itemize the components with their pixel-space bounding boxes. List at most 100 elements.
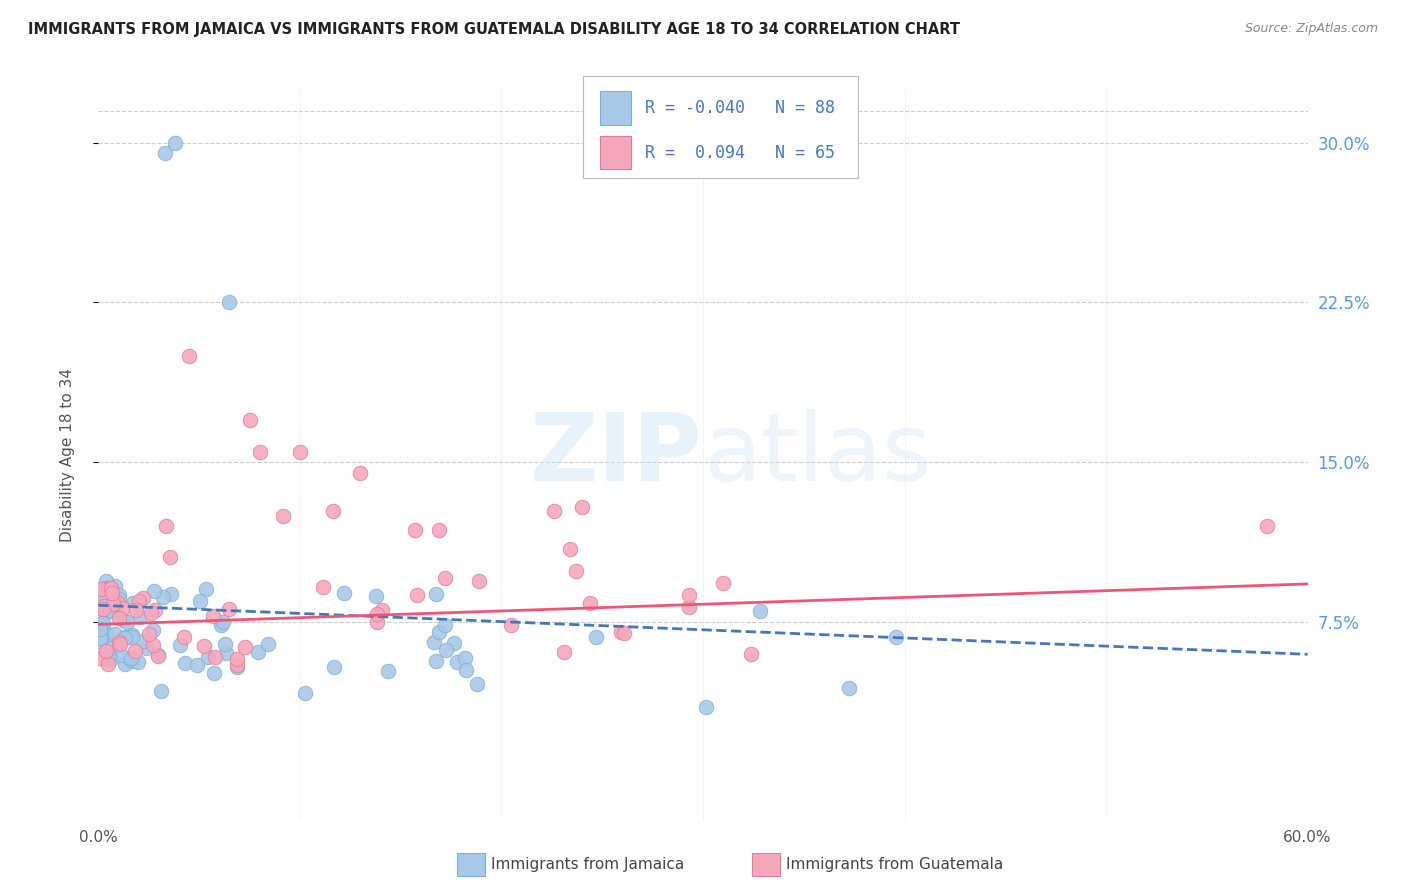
Point: [103, 597, 125, 611]
Point: [91, 593, 114, 607]
Point: [434, 571, 457, 585]
Point: [125, 602, 148, 616]
Text: IMMIGRANTS FROM JAMAICA VS IMMIGRANTS FROM GUATEMALA DISABILITY AGE 18 TO 34 COR: IMMIGRANTS FROM JAMAICA VS IMMIGRANTS FR…: [28, 22, 960, 37]
Point: [132, 634, 155, 648]
Point: [135, 641, 157, 656]
Point: [427, 523, 450, 537]
Point: [112, 613, 135, 627]
Point: [226, 652, 249, 666]
Point: [179, 349, 201, 363]
Point: [186, 657, 208, 672]
Point: [121, 654, 143, 668]
Point: [571, 500, 593, 514]
Point: [364, 590, 387, 604]
Text: R = -0.040   N = 88: R = -0.040 N = 88: [645, 99, 835, 117]
Point: [288, 444, 311, 458]
Point: [93, 599, 115, 613]
Point: [370, 603, 392, 617]
Point: [89, 632, 111, 646]
Point: [433, 618, 456, 632]
Point: [366, 615, 388, 629]
Point: [90, 604, 112, 618]
Point: [127, 655, 149, 669]
Point: [89, 622, 111, 636]
Point: [349, 466, 371, 480]
Point: [120, 652, 142, 666]
Point: [91, 615, 114, 630]
Point: [202, 666, 225, 681]
Point: [104, 579, 127, 593]
Point: [93, 624, 115, 639]
Point: [146, 649, 169, 664]
Text: atlas: atlas: [703, 409, 931, 501]
Point: [108, 637, 131, 651]
Point: [312, 580, 335, 594]
Point: [93, 630, 115, 644]
Point: [115, 615, 138, 629]
Point: [89, 582, 111, 597]
Point: [740, 647, 762, 661]
Point: [138, 626, 160, 640]
Point: [108, 635, 131, 649]
Point: [468, 574, 491, 588]
Point: [169, 639, 191, 653]
Point: [423, 634, 446, 648]
Point: [141, 623, 163, 637]
Point: [195, 582, 218, 597]
Point: [218, 602, 240, 616]
Point: [152, 590, 174, 604]
Point: [434, 642, 457, 657]
Point: [100, 651, 122, 665]
Point: [150, 684, 173, 698]
Point: [377, 664, 399, 678]
Text: R =  0.094   N = 65: R = 0.094 N = 65: [645, 144, 835, 161]
Point: [256, 637, 278, 651]
Point: [565, 564, 588, 578]
Point: [114, 630, 136, 644]
Point: [100, 597, 122, 611]
Point: [101, 585, 124, 599]
Point: [425, 587, 447, 601]
Point: [204, 650, 226, 665]
Point: [139, 606, 162, 620]
Point: [214, 637, 236, 651]
Point: [226, 657, 249, 672]
Point: [211, 615, 233, 629]
Point: [108, 592, 131, 607]
Point: [128, 594, 150, 608]
Text: Source: ZipAtlas.com: Source: ZipAtlas.com: [1244, 22, 1378, 36]
Point: [121, 627, 143, 641]
Point: [101, 604, 124, 618]
Point: [404, 524, 426, 538]
Point: [226, 659, 249, 673]
Point: [93, 592, 115, 607]
Text: Immigrants from Jamaica: Immigrants from Jamaica: [491, 857, 683, 871]
Point: [249, 444, 271, 458]
Point: [838, 681, 860, 695]
Point: [322, 504, 344, 518]
Point: [553, 645, 575, 659]
Point: [94, 644, 117, 658]
Point: [94, 592, 117, 607]
Point: [132, 591, 155, 606]
Point: [155, 519, 177, 533]
Text: Immigrants from Guatemala: Immigrants from Guatemala: [786, 857, 1004, 871]
Y-axis label: Disability Age 18 to 34: Disability Age 18 to 34: [60, 368, 75, 542]
Point: [110, 648, 132, 662]
Point: [94, 574, 117, 588]
Point: [501, 618, 523, 632]
Point: [98, 648, 121, 663]
Point: [613, 625, 636, 640]
Point: [160, 587, 183, 601]
Point: [247, 645, 270, 659]
Point: [108, 589, 131, 603]
Point: [218, 295, 240, 310]
Point: [121, 651, 143, 665]
Point: [100, 640, 122, 655]
Point: [143, 584, 166, 599]
Point: [695, 699, 717, 714]
Point: [129, 610, 152, 624]
Point: [273, 508, 295, 523]
Point: [214, 646, 236, 660]
Point: [94, 581, 117, 595]
